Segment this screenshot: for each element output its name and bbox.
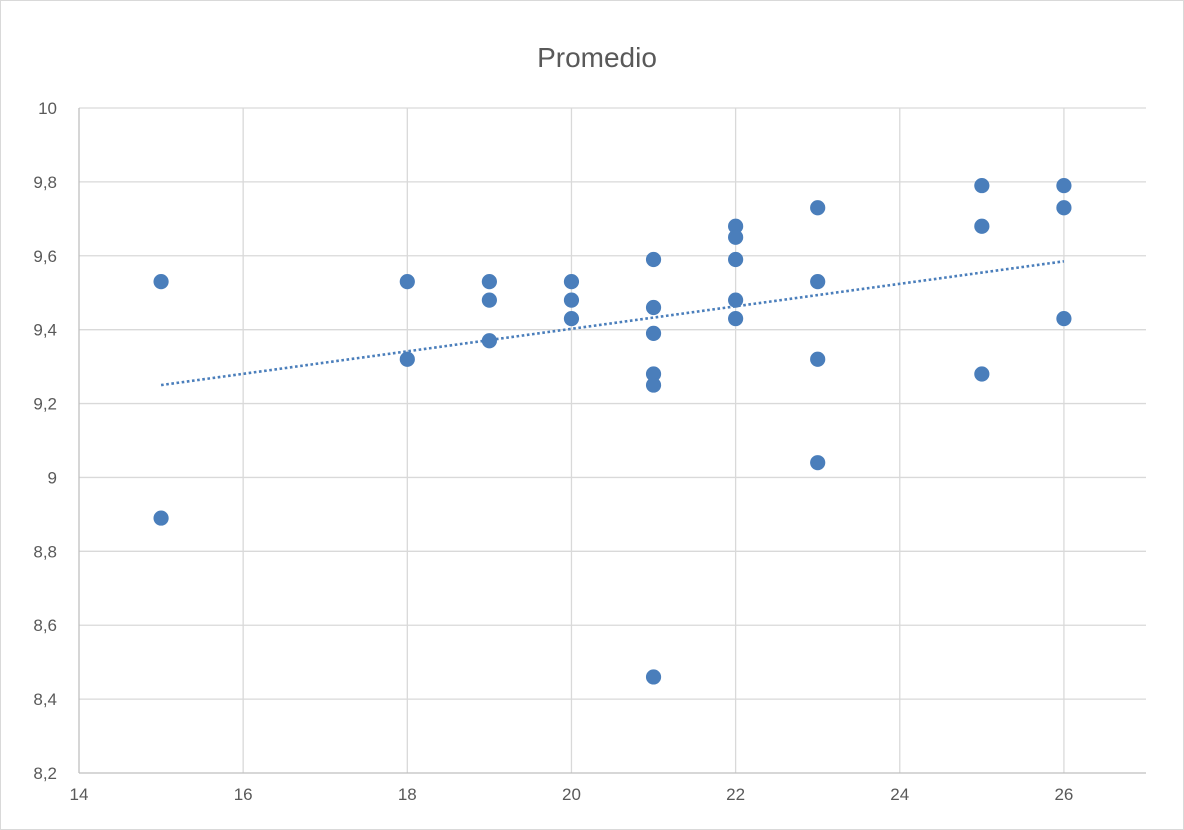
data-point: [645, 377, 662, 393]
data-point: [481, 333, 497, 349]
y-tick-label: 8,8: [33, 542, 57, 561]
data-point: [399, 274, 415, 290]
trendline-group: [160, 260, 1065, 387]
chart-title: Promedio: [537, 42, 657, 73]
data-point: [728, 292, 744, 308]
data-point: [399, 351, 415, 367]
data-points: [153, 177, 1072, 685]
x-tick-label: 16: [234, 785, 253, 804]
data-point: [810, 351, 826, 367]
data-point: [728, 310, 744, 327]
y-tick-label: 9,6: [33, 247, 57, 266]
data-point: [810, 455, 826, 471]
data-point: [974, 366, 990, 382]
data-point: [645, 251, 662, 268]
y-tick-label: 10: [38, 99, 57, 118]
data-point: [810, 200, 826, 216]
y-tick-label: 8,2: [33, 764, 57, 783]
gridlines: [79, 107, 1146, 773]
data-point: [563, 292, 580, 308]
x-tick-label: 26: [1054, 785, 1073, 804]
y-tick-label: 8,4: [33, 690, 57, 709]
y-tick-label: 9: [48, 468, 57, 487]
data-point: [481, 274, 497, 290]
x-tick-label: 20: [562, 785, 581, 804]
data-point: [810, 274, 826, 290]
data-point: [1056, 310, 1072, 327]
data-point: [153, 510, 169, 526]
axes: [78, 108, 1146, 774]
data-point: [563, 310, 580, 327]
data-point: [974, 177, 990, 194]
data-point: [645, 299, 662, 316]
tick-labels: 8,2 8,4 8,6 8,8 9 9,2 9,4 9,6 9,8 10 14 16 18 20 22 24 2…: [33, 99, 1073, 804]
y-tick-label: 8,6: [33, 616, 57, 635]
x-tick-label: 22: [726, 785, 745, 804]
data-point: [481, 292, 497, 308]
data-point: [645, 669, 662, 685]
data-point: [563, 274, 580, 290]
data-point: [1056, 200, 1072, 216]
y-tick-label: 9,2: [33, 395, 57, 414]
y-tick-label: 9,4: [33, 321, 57, 340]
x-tick-label: 14: [70, 785, 89, 804]
data-point: [728, 229, 744, 245]
y-tick-label: 9,8: [33, 173, 57, 192]
x-tick-label: 24: [890, 785, 909, 804]
data-point: [974, 218, 990, 234]
data-point: [728, 251, 744, 268]
x-tick-label: 18: [398, 785, 417, 804]
trendline: [160, 260, 1065, 387]
data-point: [153, 274, 169, 290]
data-point: [1056, 177, 1072, 194]
data-point: [645, 325, 662, 341]
